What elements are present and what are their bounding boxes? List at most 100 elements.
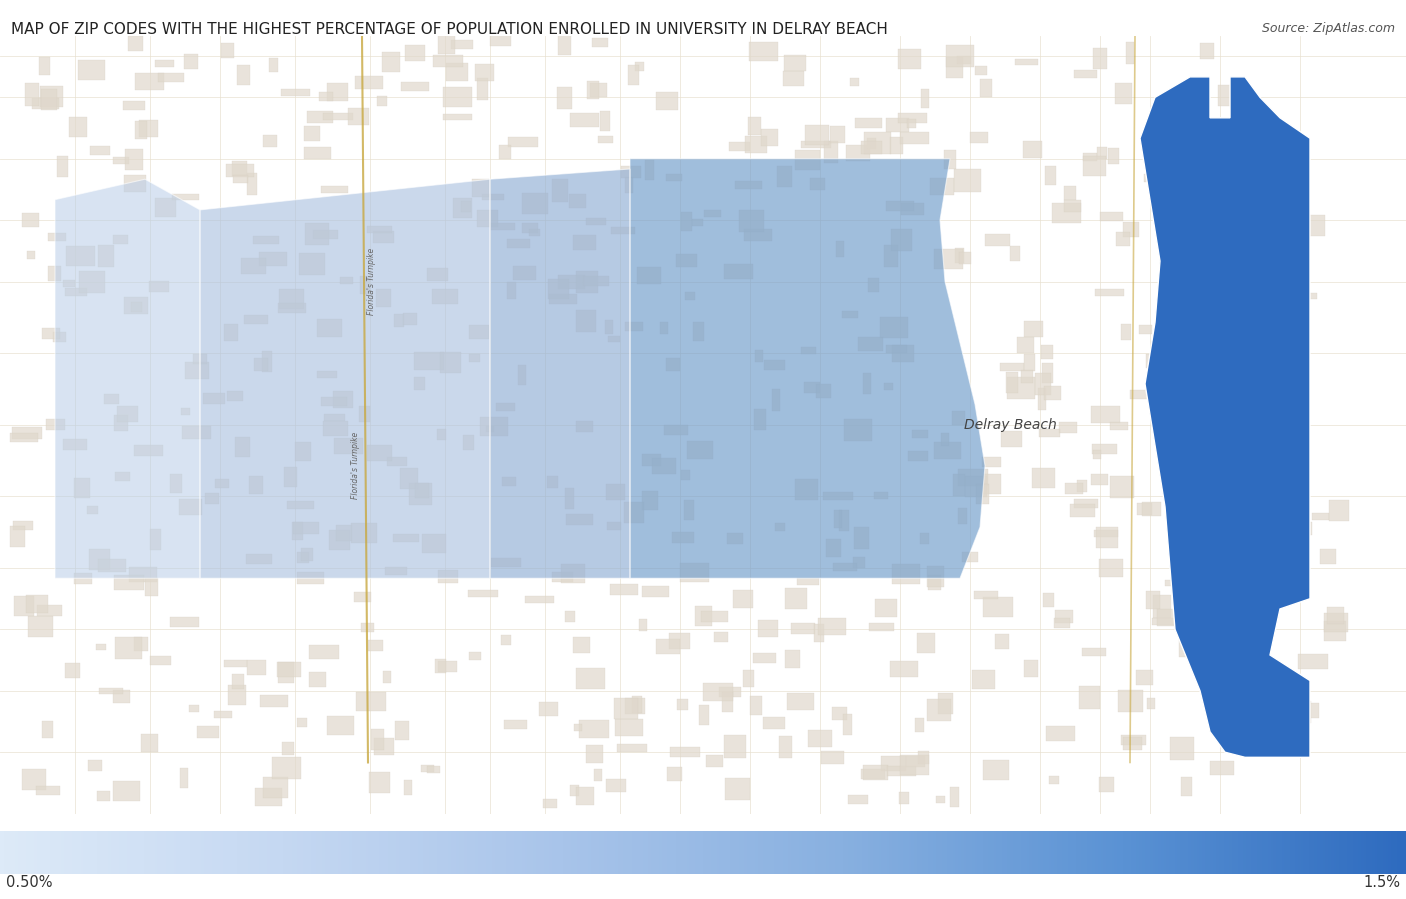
Bar xyxy=(41,89,56,111)
Bar xyxy=(14,596,34,616)
Bar xyxy=(645,160,654,180)
Bar xyxy=(538,702,558,716)
Bar xyxy=(1078,686,1101,708)
Bar xyxy=(1191,220,1211,235)
Bar xyxy=(1197,410,1208,417)
Bar xyxy=(588,82,599,99)
Bar xyxy=(636,62,644,71)
Bar xyxy=(643,492,658,510)
Bar xyxy=(875,492,887,499)
Bar xyxy=(617,743,647,752)
Bar xyxy=(415,484,429,498)
Bar xyxy=(983,597,1012,618)
Bar xyxy=(1115,83,1132,104)
Bar xyxy=(314,230,339,239)
Bar xyxy=(253,236,278,245)
Bar xyxy=(891,564,920,584)
Polygon shape xyxy=(200,179,491,578)
Bar xyxy=(557,87,572,109)
Bar xyxy=(13,521,32,530)
Bar xyxy=(1152,619,1180,626)
Bar xyxy=(321,186,349,192)
Bar xyxy=(681,470,690,480)
Bar xyxy=(869,278,879,292)
Bar xyxy=(468,591,498,597)
Bar xyxy=(936,796,945,803)
Bar xyxy=(405,45,425,61)
Bar xyxy=(142,734,159,752)
Bar xyxy=(1192,629,1206,638)
Bar xyxy=(236,66,250,85)
Bar xyxy=(600,111,610,131)
Bar xyxy=(375,289,391,307)
Bar xyxy=(48,266,60,281)
Bar xyxy=(284,467,297,487)
Bar xyxy=(1247,100,1263,116)
Bar xyxy=(962,552,979,562)
Bar xyxy=(1234,333,1264,352)
Bar xyxy=(450,40,472,49)
Bar xyxy=(461,201,471,212)
Bar xyxy=(890,137,904,154)
Bar xyxy=(827,539,841,557)
Bar xyxy=(439,570,458,583)
Bar xyxy=(472,179,488,197)
Bar xyxy=(124,297,148,314)
Bar xyxy=(197,726,219,738)
Bar xyxy=(104,394,120,404)
Bar xyxy=(388,458,408,466)
Bar xyxy=(606,484,626,500)
Bar xyxy=(676,254,697,267)
Bar xyxy=(360,622,374,632)
Bar xyxy=(87,506,98,513)
Bar xyxy=(761,129,778,146)
Bar xyxy=(1024,321,1043,337)
Bar xyxy=(921,89,929,108)
Bar xyxy=(1116,232,1130,245)
Bar xyxy=(1157,609,1177,626)
Bar xyxy=(1042,363,1053,383)
Bar xyxy=(1187,539,1202,553)
Bar xyxy=(22,769,46,790)
Bar xyxy=(1063,186,1076,200)
Bar xyxy=(280,289,304,308)
Polygon shape xyxy=(55,179,200,578)
Bar xyxy=(156,198,176,218)
Bar xyxy=(860,769,886,779)
Bar xyxy=(845,419,872,441)
Bar xyxy=(772,388,780,411)
Bar xyxy=(25,84,39,106)
Bar xyxy=(748,118,762,136)
Bar xyxy=(1298,654,1327,670)
Bar xyxy=(900,792,910,804)
Bar xyxy=(1153,595,1171,618)
Bar xyxy=(839,511,848,530)
Bar xyxy=(607,335,620,343)
Bar xyxy=(295,441,311,461)
Bar xyxy=(921,533,928,544)
Bar xyxy=(855,118,883,129)
Bar xyxy=(249,476,263,494)
Bar xyxy=(614,718,643,735)
Bar xyxy=(65,288,87,296)
Bar xyxy=(1118,690,1143,712)
Bar xyxy=(953,170,980,192)
Bar xyxy=(586,218,606,226)
Bar xyxy=(868,138,876,148)
Bar xyxy=(738,210,763,232)
Bar xyxy=(1222,725,1240,739)
Text: Delray Beach: Delray Beach xyxy=(963,418,1056,432)
Bar xyxy=(159,74,184,83)
Bar xyxy=(754,653,776,663)
Bar xyxy=(247,174,257,194)
Bar xyxy=(96,644,105,650)
Bar xyxy=(763,717,786,728)
Bar xyxy=(1178,636,1192,656)
Bar xyxy=(957,508,967,524)
Bar xyxy=(1095,289,1123,296)
Bar xyxy=(1327,607,1344,624)
Bar xyxy=(626,322,643,332)
Bar xyxy=(367,226,392,233)
Bar xyxy=(1206,135,1233,149)
Bar xyxy=(579,720,609,738)
